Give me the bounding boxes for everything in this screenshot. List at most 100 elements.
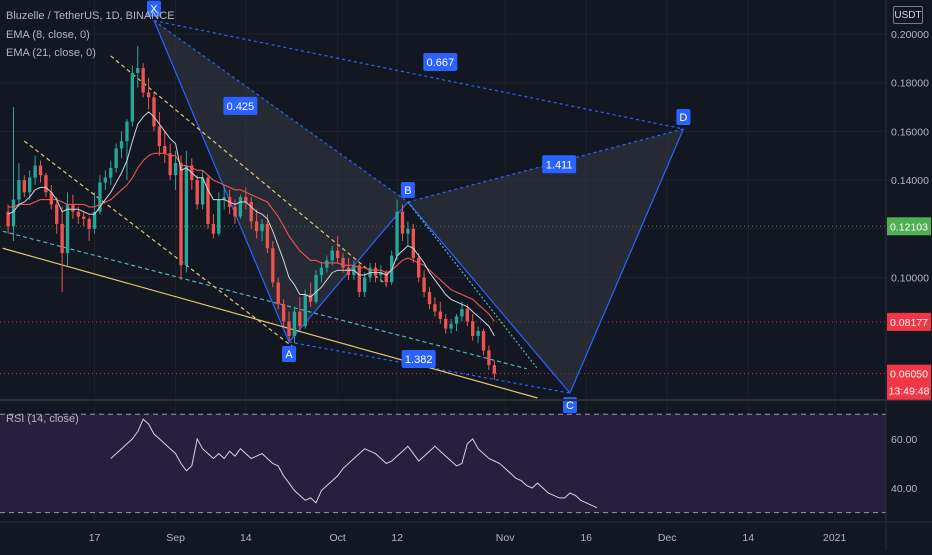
- ratio-label-box: [423, 53, 458, 71]
- candle-body: [335, 250, 340, 258]
- candle-body: [460, 309, 464, 317]
- candle-body: [163, 146, 167, 154]
- price-badge-label: 0.06050: [890, 369, 928, 381]
- candle-body: [249, 202, 253, 222]
- candle-body: [125, 121, 129, 142]
- candle-body: [211, 223, 216, 234]
- candle-body: [168, 153, 172, 176]
- time-tick-label: Dec: [658, 532, 677, 544]
- price-tick-label: 0.10000: [891, 272, 929, 284]
- time-tick-label: 2021: [823, 532, 847, 544]
- candle-body: [173, 163, 178, 176]
- candle-body: [487, 350, 491, 366]
- candle-body: [206, 177, 210, 224]
- ratio-label-box: [401, 350, 436, 369]
- ratio-label: 1.411: [546, 159, 573, 171]
- point-label-box-a: [282, 346, 297, 362]
- pattern-ratio-xd: [153, 20, 684, 130]
- candle-body: [76, 211, 81, 217]
- time-tick-label: 12: [391, 532, 403, 544]
- candle-body: [103, 177, 108, 183]
- price-tick-label: 0.16000: [891, 126, 929, 138]
- candle-body: [362, 277, 367, 293]
- rsi-line: [110, 418, 598, 509]
- point-label-c: C: [566, 400, 574, 412]
- price-badge: [887, 312, 931, 331]
- candle-body: [238, 197, 243, 217]
- candle-body: [33, 165, 37, 178]
- pattern-ratio-xb: [153, 20, 409, 203]
- ratio-label: 1.382: [405, 354, 433, 366]
- rsi-tick-label: 60.00: [891, 434, 917, 446]
- candle-body: [422, 277, 426, 293]
- candle-body: [454, 316, 459, 324]
- ema8-line: [7, 111, 495, 337]
- ratio-label-box: [542, 155, 577, 174]
- candle-body: [17, 180, 21, 200]
- candle-body: [287, 321, 291, 336]
- candle-body: [330, 250, 334, 261]
- candle-body: [384, 272, 388, 283]
- candle-body: [325, 260, 329, 268]
- candle-body: [141, 68, 145, 93]
- candle-body: [157, 126, 162, 146]
- candle-body: [146, 92, 151, 98]
- candle-body: [406, 228, 410, 234]
- lower-channel-line: [2, 230, 527, 370]
- b-to-c-guide-line: [407, 201, 539, 370]
- point-label-d: D: [679, 112, 687, 124]
- time-tick-label: Sep: [166, 532, 185, 544]
- candle-body: [481, 331, 486, 351]
- candle-body: [303, 294, 307, 327]
- candle-body: [109, 167, 113, 178]
- pattern-triangle-bcd: [407, 128, 684, 394]
- support-trendline: [2, 247, 538, 399]
- candle-body: [195, 180, 199, 205]
- channel-line-upper-yellow: [110, 55, 387, 286]
- candle-body: [28, 177, 32, 193]
- point-label-box-d: [676, 108, 691, 125]
- ema21-line: [8, 152, 495, 322]
- candle-body: [6, 211, 10, 227]
- candle-body: [308, 294, 313, 302]
- ratio-label-box: [223, 96, 258, 115]
- candle-body: [92, 211, 97, 229]
- rsi-legend[interactable]: RSI (14, close): [6, 413, 79, 425]
- ema21-legend[interactable]: EMA (21, close, 0): [6, 47, 96, 59]
- symbol-title[interactable]: Bluzelle / TetherUS, 1D, BINANCE: [6, 10, 175, 22]
- candle-body: [71, 204, 75, 212]
- candle-body: [379, 272, 383, 276]
- price-tick-label: 0.14000: [891, 175, 929, 187]
- pattern-leg-bc: [407, 201, 571, 394]
- candle-body: [298, 311, 302, 327]
- ema8-legend[interactable]: EMA (8, close, 0): [6, 29, 90, 41]
- point-label-b: B: [404, 185, 411, 197]
- candle-body: [179, 163, 183, 266]
- candle-body: [254, 221, 259, 232]
- ratio-label: 0.425: [227, 101, 255, 113]
- ema-lines: [7, 111, 495, 337]
- candle-body: [22, 180, 26, 193]
- candle-body: [87, 219, 91, 229]
- time-tick-label: Oct: [329, 532, 345, 544]
- channel-line-lower-yellow: [23, 140, 295, 349]
- candle-body: [400, 211, 405, 234]
- point-label-x: X: [150, 4, 158, 16]
- candle-body: [411, 228, 415, 258]
- candle-body: [292, 311, 297, 336]
- point-label-a: A: [285, 349, 293, 361]
- candle-body: [476, 331, 480, 336]
- currency-button[interactable]: USDT: [893, 6, 923, 24]
- pattern-leg-cd: [569, 128, 684, 394]
- price-badge: [887, 364, 931, 383]
- candle-body: [314, 275, 318, 302]
- candle-body: [49, 192, 53, 205]
- price-tick-label: 0.18000: [891, 78, 929, 90]
- candle-body: [233, 206, 237, 217]
- time-tick-label: 16: [580, 532, 592, 544]
- pattern-labels: X A B C D 0.425 0.667 1.411 1.382: [146, 0, 691, 414]
- price-badge-label: 0.12103: [890, 221, 928, 233]
